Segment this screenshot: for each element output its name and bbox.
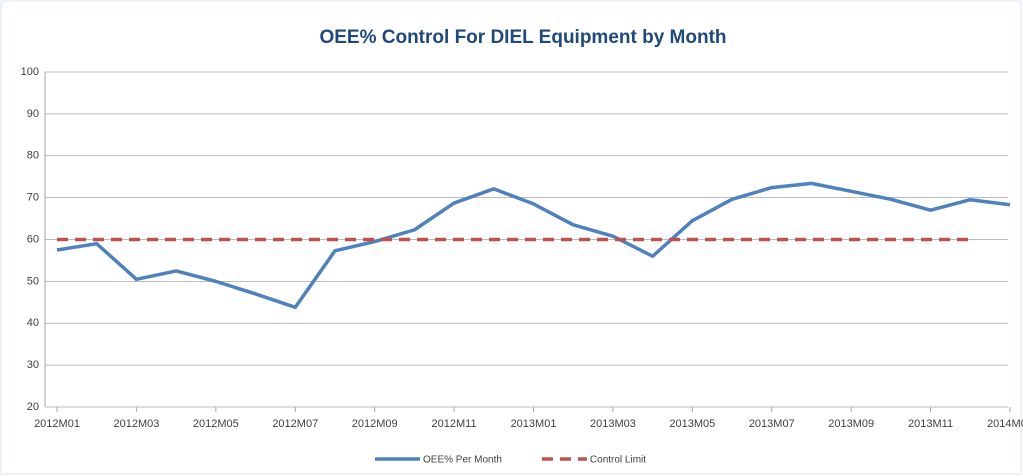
y-tick-label: 50 <box>27 275 39 287</box>
x-tick-label: 2012M09 <box>352 418 398 430</box>
x-tick-label: 2013M07 <box>749 418 795 430</box>
y-tick-label: 70 <box>27 192 39 204</box>
x-tick-label: 2013M11 <box>908 418 953 430</box>
y-tick-label: 90 <box>27 108 39 120</box>
legend-label: Control Limit <box>590 455 646 466</box>
x-tick-label: 2012M11 <box>432 418 477 430</box>
x-tick-label: 2013M01 <box>511 418 557 430</box>
y-tick-label: 40 <box>27 317 39 329</box>
x-tick-label: 2012M01 <box>34 418 80 430</box>
x-tick-label: 2013M03 <box>590 418 636 430</box>
x-tick-label: 2014M01 <box>987 418 1023 430</box>
x-tick-label: 2012M07 <box>272 418 318 430</box>
series-line <box>56 181 1011 310</box>
chart-title: OEE% Control For DIEL Equipment by Month <box>319 27 726 48</box>
y-tick-label: 80 <box>27 150 39 162</box>
x-tick-label: 2012M03 <box>113 418 159 430</box>
x-tick-label: 2012M05 <box>193 418 239 430</box>
legend-label: OEE% Per Month <box>423 455 502 466</box>
x-tick-label: 2013M05 <box>669 418 715 430</box>
y-tick-label: 100 <box>21 66 39 78</box>
x-tick-label: 2013M09 <box>828 418 874 430</box>
y-tick-label: 30 <box>27 359 39 371</box>
y-tick-label: 20 <box>27 401 39 413</box>
y-tick-label: 60 <box>27 233 39 245</box>
